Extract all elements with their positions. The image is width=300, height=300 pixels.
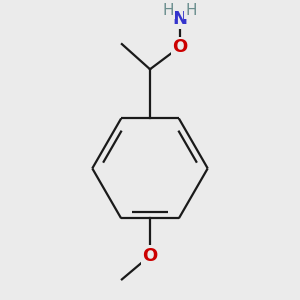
Text: H: H [185, 3, 196, 18]
Text: N: N [172, 10, 187, 28]
Text: O: O [142, 247, 158, 265]
Text: O: O [172, 38, 187, 56]
Text: H: H [163, 3, 174, 18]
